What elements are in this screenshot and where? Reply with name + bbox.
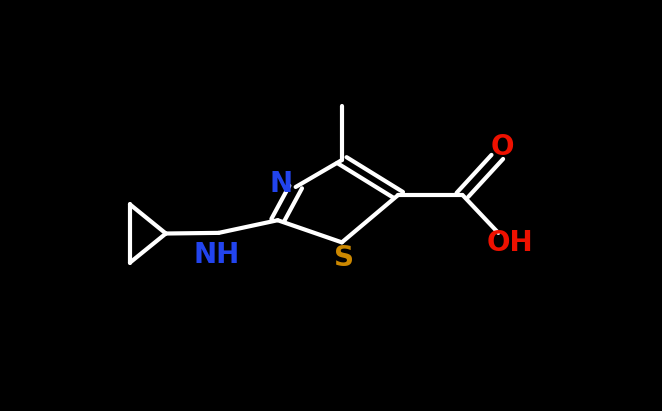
Text: N: N: [269, 170, 293, 198]
Text: OH: OH: [487, 229, 533, 257]
Text: S: S: [334, 244, 354, 272]
Text: O: O: [491, 133, 514, 161]
Text: NH: NH: [193, 241, 239, 269]
